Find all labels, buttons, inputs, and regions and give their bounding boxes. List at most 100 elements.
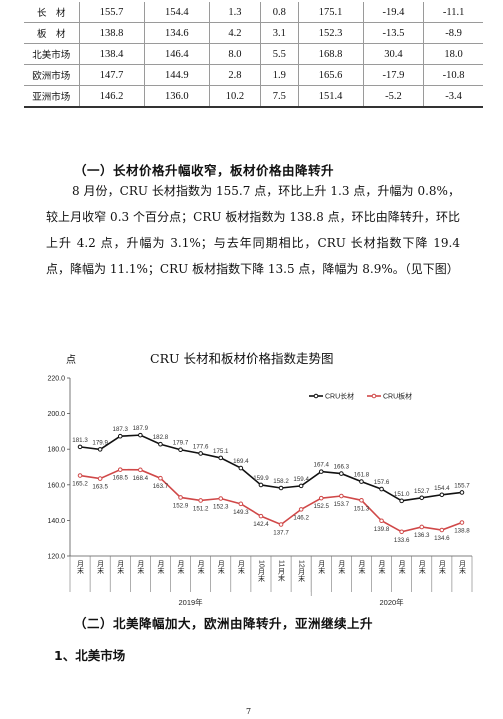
table-cell: 7.5 (260, 85, 299, 107)
row-label: 板 材 (24, 22, 80, 44)
data-label: 165.2 (72, 481, 88, 488)
data-point (278, 522, 284, 527)
data-point (138, 467, 143, 473)
data-point (198, 498, 203, 503)
series-line-0 (79, 434, 463, 502)
x-tick-label: 12月末 (298, 560, 306, 583)
table-cell: 1.3 (209, 2, 262, 23)
data-point (379, 486, 384, 492)
y-tick-label: 120.0 (47, 554, 65, 561)
data-label: 151.0 (394, 491, 410, 498)
data-point (459, 520, 465, 525)
data-point (97, 476, 103, 481)
data-label: 152.5 (314, 503, 330, 510)
data-label: 182.8 (153, 434, 169, 441)
y-tick-label: 200.0 (47, 411, 65, 418)
data-point (278, 485, 284, 491)
table-cell: 151.4 (298, 85, 364, 107)
row-label: 亚洲市场 (24, 85, 80, 107)
data-label: 142.4 (253, 521, 269, 528)
data-label: 151.3 (354, 505, 370, 512)
x-tick-label: 月末 (438, 560, 446, 575)
table-cell: 146.2 (79, 85, 145, 107)
x-tick-label: 月末 (378, 560, 386, 575)
data-label: 187.9 (133, 425, 149, 432)
table-cell: 144.9 (144, 64, 210, 86)
data-label: 175.1 (213, 448, 229, 455)
table-cell: 152.3 (298, 22, 364, 44)
data-point (218, 496, 224, 501)
table-cell: -13.5 (363, 22, 425, 44)
x-tick-label: 月末 (97, 560, 105, 575)
section-heading-north-america: 1、北美市场 (54, 648, 126, 663)
table-row: 板 材 138.8 134.6 4.2 3.1 152.3 -13.5 -8.9 (24, 22, 483, 44)
x-tick-label: 10月末 (257, 560, 265, 583)
data-label: 167.4 (314, 462, 330, 469)
data-label: 163.7 (153, 483, 169, 490)
x-tick-label: 月末 (157, 560, 165, 575)
row-label: 长 材 (24, 2, 80, 23)
section-heading-markets: （二）北美降幅加大，欧洲由降转升，亚洲继续上升 (74, 616, 374, 631)
table-cell: 8.0 (209, 43, 262, 65)
data-point (117, 433, 123, 439)
data-label: 155.7 (454, 482, 470, 489)
table-cell: -17.9 (363, 64, 425, 86)
data-point (439, 527, 445, 533)
data-label: 136.3 (414, 532, 430, 539)
chart-unit-label: 点 (66, 355, 76, 366)
x-tick-label: 月末 (458, 560, 466, 575)
row-label: 北美市场 (24, 43, 80, 65)
data-point (298, 483, 304, 489)
data-label: 139.8 (374, 526, 390, 533)
data-point (318, 495, 324, 501)
data-point (258, 482, 264, 488)
data-label: 152.7 (414, 488, 430, 495)
year-label-2019: 2019年 (179, 597, 204, 607)
x-tick-label: 月末 (358, 560, 366, 575)
table-cell: 138.8 (79, 22, 145, 44)
table-cell: 18.0 (444, 48, 463, 60)
x-tick-label: 11月末 (278, 560, 286, 582)
x-tick-label: 月末 (77, 560, 85, 575)
data-point (158, 475, 163, 481)
table-cell: 10.2 (209, 85, 262, 107)
table-cell: 138.4 (79, 43, 145, 65)
table-cell: 0.8 (260, 2, 299, 23)
table-cell: 175.1 (298, 2, 364, 23)
x-tick-label: 月末 (318, 560, 326, 575)
index-table: 长 材 155.7 154.4 1.3 0.8 175.1 -19.4 -11.1 板 材 138… (24, 2, 483, 108)
data-point (439, 492, 445, 498)
legend-marker (371, 393, 377, 399)
data-label: 146.2 (293, 514, 309, 521)
data-label: 152.3 (213, 504, 229, 511)
data-point (158, 441, 163, 447)
table-cell: 134.6 (144, 22, 210, 44)
data-label: 149.3 (233, 509, 249, 516)
data-point (198, 451, 203, 456)
data-point (77, 444, 83, 450)
legend-label: CRU长材 (325, 392, 354, 401)
data-point (178, 495, 183, 500)
data-label: 134.6 (434, 535, 450, 542)
table-cell: 2.8 (209, 64, 262, 86)
table-row: 欧洲市场 147.7 144.9 2.8 1.9 165.6 -17.9 -10.8 (24, 64, 483, 86)
table-cell: 146.4 (144, 43, 210, 65)
data-label: 154.4 (434, 485, 450, 492)
x-tick-label: 月末 (338, 560, 346, 575)
table-cell: -19.4 (363, 2, 425, 23)
data-label: 133.6 (394, 537, 410, 544)
x-tick-label: 月末 (177, 560, 185, 575)
data-point (419, 524, 425, 530)
y-tick-label: 180.0 (47, 447, 65, 454)
section-heading-long-steel: （一）长材价格升幅收窄，板材价格由降转升 (74, 163, 335, 178)
data-point (97, 447, 103, 452)
data-label: 138.8 (454, 528, 470, 535)
data-point (218, 455, 224, 461)
table-row: 北美市场 138.4 146.4 8.0 5.5 168.8 30.4 18.0 (24, 43, 483, 65)
data-point (138, 432, 143, 438)
table-cell: -3.4 (445, 90, 462, 102)
data-label: 152.9 (173, 502, 189, 509)
table-cell: -11.1 (442, 6, 465, 18)
table-cell: 1.9 (260, 64, 299, 86)
